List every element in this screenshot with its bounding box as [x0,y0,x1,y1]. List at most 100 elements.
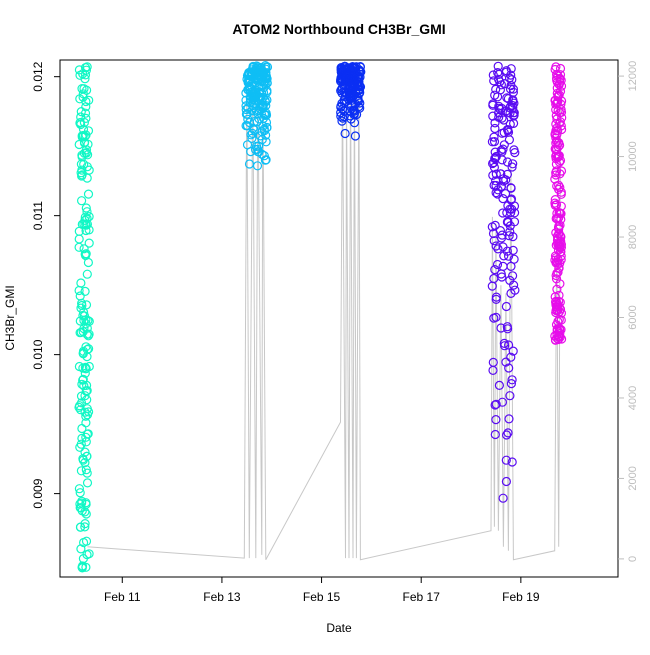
data-point [81,145,92,155]
data-point [504,414,514,424]
data-point [503,428,513,438]
data-point [259,124,269,134]
data-point [499,338,509,348]
data-point [497,113,507,123]
data-point [502,157,513,167]
data-point [246,130,256,140]
data-point [488,228,499,239]
data-point [506,80,516,91]
data-point [82,150,93,160]
data-point [81,203,91,213]
y-axis-left: 0.009 0.010 0.011 0.012 [31,61,60,509]
data-point [552,302,562,312]
data-point [505,391,515,401]
data-point [77,150,87,160]
data-point [551,119,561,129]
data-point [80,70,91,80]
data-point [506,194,517,204]
data-point [350,131,360,141]
data-point [82,173,92,183]
data-point [78,130,88,141]
data-point [83,331,94,341]
data-point [258,92,268,103]
data-point [262,78,272,88]
data-point [81,432,91,442]
data-point [498,261,508,271]
data-point [252,161,263,171]
data-point [510,148,520,158]
data-point [507,271,518,281]
data-point [550,195,560,205]
data-point [551,270,561,281]
data-point [252,61,262,71]
data-point [496,323,506,333]
data-point [82,269,92,279]
data-point [550,174,560,184]
data-point [508,232,518,242]
data-point [551,149,562,160]
data-point [79,244,89,254]
data-point [498,208,508,218]
data-point [74,484,85,494]
data-point [83,344,94,354]
data-point [261,137,271,147]
data-point [493,244,503,254]
data-point [555,209,566,219]
data-point [508,346,518,356]
data-point [553,184,564,194]
data-point [350,81,360,91]
data-point [496,181,506,191]
data-point [502,125,513,135]
data-point [82,207,92,217]
data-point [490,153,500,164]
data-point [80,522,90,532]
data-point [488,99,498,109]
data-point [552,305,562,315]
data-point [554,138,564,148]
data-point [488,365,498,375]
data-point [81,113,91,124]
data-point [507,457,517,467]
data-point [76,466,87,476]
data-point [498,242,508,252]
data-point [74,234,84,244]
data-point [490,118,500,128]
data-point [506,183,516,193]
data-point [77,506,87,516]
data-point [504,363,514,373]
y-right-tick-label: 6000 [627,305,639,329]
data-point [250,96,260,106]
data-point [506,352,516,362]
data-point [260,155,270,165]
x-tick-label: Feb 13 [203,590,241,604]
data-point [501,476,511,487]
data-point [77,563,87,573]
y-axis-right: 0 2000 4000 6000 8000 10000 12000 [618,61,639,562]
data-point [256,109,266,119]
data-point [552,123,562,133]
data-point [249,116,259,127]
y-tick-label: 0.012 [31,61,45,91]
data-point [498,194,508,204]
data-point [490,429,500,440]
data-point [81,85,92,95]
data-point [74,401,85,411]
data-point [556,315,566,325]
data-point [355,98,365,108]
data-point [78,374,88,384]
data-point [551,154,561,164]
data-point [500,189,511,199]
x-tick-label: Feb 17 [403,590,441,604]
data-point [551,253,561,263]
data-point [76,439,86,449]
data-point [491,415,501,425]
data-point [491,294,501,304]
data-point [80,108,91,118]
data-point [76,391,87,401]
data-point [77,83,87,94]
data-point [76,278,86,288]
data-point [76,196,87,206]
data-point [489,180,499,190]
data-point [508,245,518,255]
y-right-tick-label: 12000 [627,61,639,92]
